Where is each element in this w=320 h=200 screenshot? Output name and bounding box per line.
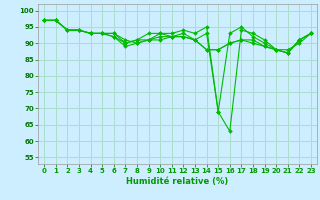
X-axis label: Humidité relative (%): Humidité relative (%) — [126, 177, 229, 186]
